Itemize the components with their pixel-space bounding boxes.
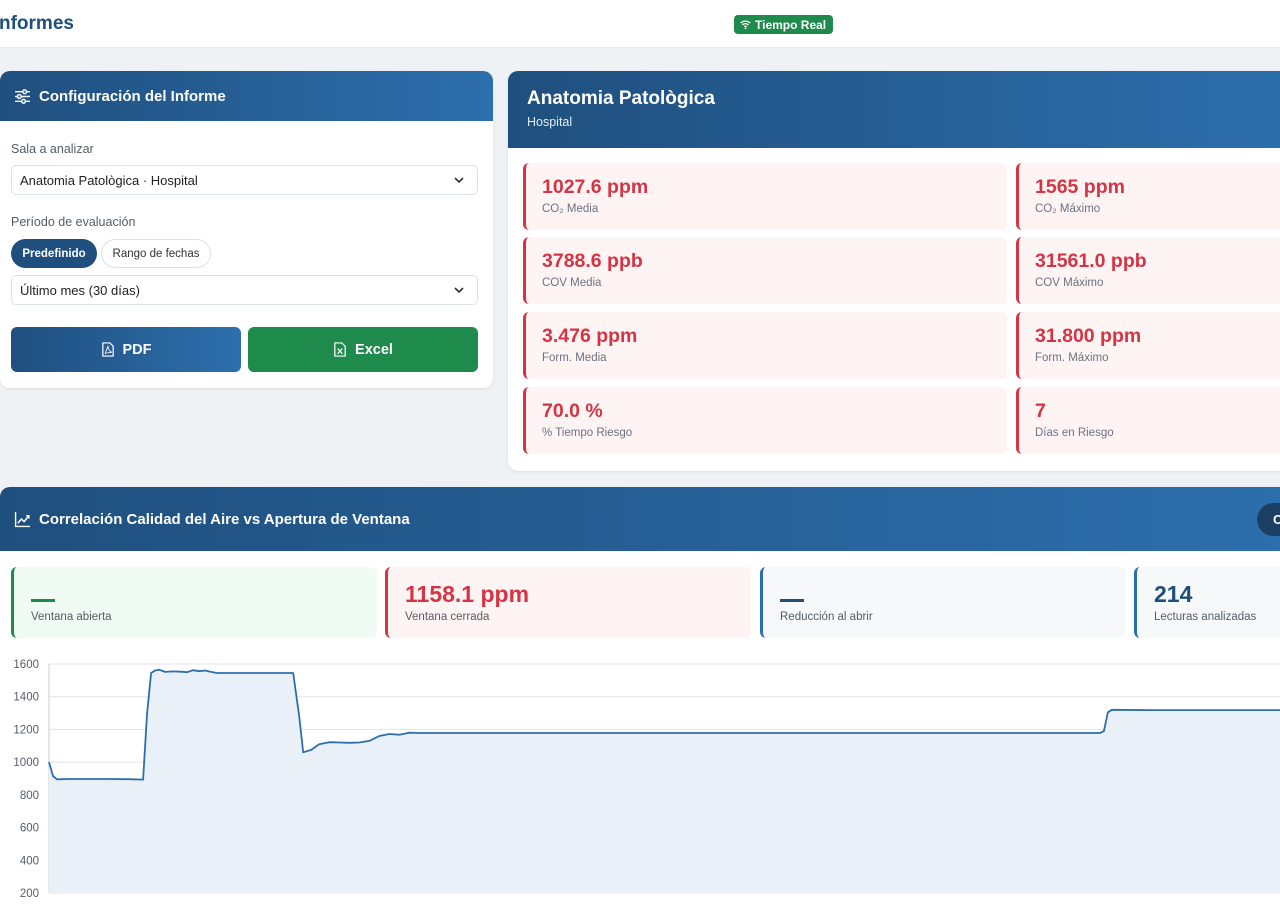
y-tick-label: 1400 (13, 692, 39, 704)
y-tick-label: 200 (20, 888, 39, 900)
metric-value: 7 (1035, 400, 1046, 422)
metric-value: 31.800 ppm (1035, 325, 1142, 347)
co2-area-fill (49, 669, 1280, 893)
metric-caption: % Tiempo Riesgo (542, 427, 633, 439)
stat-caption: Reducción al abrir (780, 611, 873, 623)
excel-file-icon (334, 342, 346, 357)
y-tick-label: 1200 (13, 724, 39, 736)
metric-voc-avg: 3788.6 ppb COV Media (523, 237, 1007, 304)
room-select[interactable]: Anatomia Patològica · Hospital (11, 165, 478, 195)
metric-caption: Form. Media (542, 352, 607, 364)
export-pdf-button[interactable]: PDF (11, 327, 241, 372)
room-building: Hospital (527, 115, 573, 129)
period-label: Período de evaluación (11, 215, 136, 229)
stat-window-closed: 1158.1 ppm Ventana cerrada (385, 567, 751, 638)
y-tick-label: 400 (20, 855, 39, 867)
top-bar: nformes Tiempo Real (0, 0, 1280, 48)
stat-value-reduction (780, 581, 1126, 609)
co2-chart: 1600 1400 1200 1000 800 600 400 200 (13, 659, 1280, 900)
metric-caption: CO₂ Máximo (1035, 203, 1101, 215)
correlation-title: Correlación Calidad del Aire vs Apertura… (39, 510, 410, 528)
pdf-file-icon (101, 342, 114, 357)
stat-value-window-open (31, 581, 377, 609)
metric-form-avg: 3.476 ppm Form. Media (523, 312, 1007, 379)
room-select-value: Anatomia Patològica · Hospital (20, 172, 198, 188)
sliders-icon (15, 88, 30, 104)
stat-value: 1158.1 ppm (405, 581, 530, 607)
chevron-down-icon (454, 177, 464, 184)
export-excel-label: Excel (355, 341, 393, 358)
metric-caption: CO₂ Media (542, 203, 599, 215)
metric-co2-max: 1565 ppm CO₂ Máximo (1016, 163, 1280, 230)
realtime-badge: Tiempo Real (734, 15, 834, 34)
y-tick-label: 1000 (13, 757, 39, 769)
empty-value-dash (31, 599, 55, 602)
report-config-card: Configuración del Informe Sala a analiza… (0, 71, 493, 388)
export-pdf-label: PDF (122, 341, 152, 358)
room-label: Sala a analizar (11, 142, 94, 156)
metric-value: 1565 ppm (1035, 176, 1125, 198)
report-config-title: Configuración del Informe (39, 87, 226, 105)
y-tick-label: 1600 (13, 659, 39, 671)
stat-caption: Ventana cerrada (405, 611, 490, 623)
realtime-badge-label: Tiempo Real (755, 17, 827, 32)
metric-form-max: 31.800 ppm Form. Máximo (1016, 312, 1280, 379)
stat-caption: Lecturas analizadas (1154, 611, 1257, 623)
stat-reduction: Reducción al abrir (760, 567, 1126, 638)
metric-caption: Form. Máximo (1035, 352, 1109, 364)
correlation-header: Correlación Calidad del Aire vs Apertura… (0, 487, 1280, 551)
empty-value-dash (780, 599, 804, 602)
period-select-value: Último mes (30 días) (20, 282, 140, 298)
metric-risk-days: 7 Días en Riesgo (1016, 387, 1280, 454)
page-title: nformes (0, 13, 74, 34)
chevron-down-icon (454, 287, 464, 294)
metric-caption: COV Máximo (1035, 277, 1104, 289)
wifi-icon (740, 20, 751, 30)
room-summary-header: Anatomia Patològica Hospital (508, 71, 1280, 148)
line-chart-icon (14, 511, 30, 527)
metric-value: 3788.6 ppb (542, 250, 643, 272)
metric-caption: Días en Riesgo (1035, 427, 1114, 439)
metric-voc-max: 31561.0 ppb COV Máximo (1016, 237, 1280, 304)
metric-caption: COV Media (542, 277, 602, 289)
metric-value: 1027.6 ppm (542, 176, 649, 198)
correlation-header-button[interactable]: C (1257, 503, 1280, 536)
room-name: Anatomia Patològica (527, 88, 715, 109)
tab-predefined[interactable]: Predefinido (11, 239, 97, 268)
export-excel-button[interactable]: Excel (248, 327, 478, 372)
period-select[interactable]: Último mes (30 días) (11, 275, 478, 305)
metric-risk-time: 70.0 % % Tiempo Riesgo (523, 387, 1007, 454)
tab-date-range[interactable]: Rango de fechas (101, 239, 211, 268)
report-config-header: Configuración del Informe (0, 71, 493, 121)
y-tick-label: 800 (20, 790, 39, 802)
stat-value: 214 (1154, 581, 1193, 607)
stat-window-open: Ventana abierta (11, 567, 377, 638)
room-summary-card: Anatomia Patològica Hospital 1027.6 ppm … (508, 71, 1280, 471)
co2-series-line (48, 668, 1280, 781)
metric-co2-avg: 1027.6 ppm CO₂ Media (523, 163, 1007, 230)
metric-value: 3.476 ppm (542, 325, 638, 347)
y-tick-label: 600 (20, 823, 39, 835)
metric-value: 31561.0 ppb (1035, 250, 1147, 272)
metric-value: 70.0 % (542, 400, 603, 422)
stat-caption: Ventana abierta (31, 611, 112, 623)
stat-readings: 214 Lecturas analizadas (1134, 567, 1280, 638)
